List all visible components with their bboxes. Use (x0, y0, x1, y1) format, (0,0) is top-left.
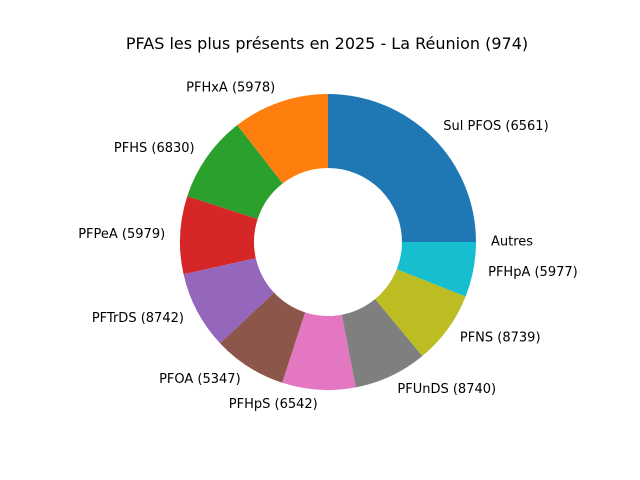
label-autres: Autres (491, 235, 533, 250)
slices-group (180, 94, 476, 391)
slice-pfhpa (396, 242, 476, 297)
slice-pfhps (282, 312, 356, 391)
slice-pfhxa (237, 94, 328, 184)
slice-pfpea (180, 196, 258, 275)
label-pfpea: PFPeA (5979) (78, 227, 165, 242)
slice-pfunds (341, 299, 423, 388)
chart-title: PFAS les plus présents en 2025 - La Réun… (126, 34, 528, 53)
label-pfhs: PFHS (6830) (114, 141, 195, 156)
label-pfoa: PFOA (5347) (159, 372, 241, 387)
labels-group: Sul PFOS (6561) PFHxA (5978) PFHS (6830) PF… (78, 80, 577, 412)
slice-pfhs (187, 125, 283, 220)
slice-pftrds (183, 258, 275, 344)
label-pftrds: PFTrDS (8742) (92, 311, 184, 326)
label-pfunds: PFUnDS (8740) (397, 382, 496, 397)
slice-sul-pfos (328, 94, 476, 242)
label-pfhxa: PFHxA (5978) (186, 80, 275, 95)
label-pfhps: PFHpS (6542) (229, 397, 318, 412)
label-pfns: PFNS (8739) (460, 330, 541, 345)
label-sul-pfos: Sul PFOS (6561) (443, 119, 548, 134)
slice-pfoa (220, 292, 306, 383)
slice-pfns (375, 269, 466, 357)
label-pfhpa: PFHpA (5977) (488, 265, 578, 280)
